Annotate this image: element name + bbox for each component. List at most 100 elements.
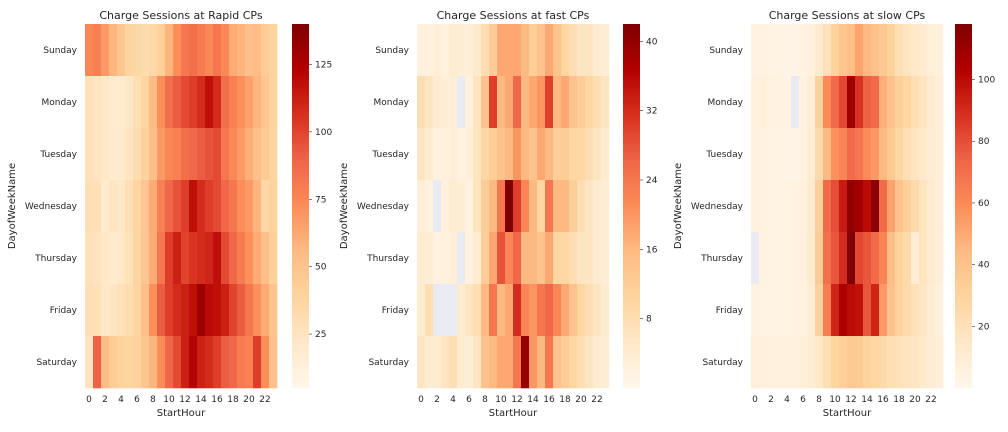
heatmap-cell [775, 180, 784, 233]
heatmap-cell [149, 284, 158, 337]
heatmap-cell [141, 24, 150, 77]
heatmap-cell [847, 232, 856, 285]
heatmap-cell [839, 76, 848, 129]
heatmap-cell [767, 284, 776, 337]
x-tick-label: 22 [591, 395, 602, 405]
heatmap-cell [855, 128, 864, 181]
heatmap-cell [205, 76, 214, 129]
heatmap-cell [879, 232, 888, 285]
heatmap-cell [545, 128, 554, 181]
heatmap-cell [935, 24, 944, 77]
heatmap-cell [815, 232, 824, 285]
chart-title: Charge Sessions at slow CPs [769, 9, 926, 22]
heatmap-cell [101, 336, 110, 389]
heatmap-cell [529, 76, 538, 129]
heatmap-cell [593, 180, 602, 233]
heatmap-cell [799, 232, 808, 285]
heatmap-cell [237, 24, 246, 77]
heatmap-cell [117, 128, 126, 181]
y-tick-label: Sunday [375, 46, 409, 56]
y-tick-label: Thursday [34, 254, 78, 264]
heatmap-cell [433, 24, 442, 77]
heatmap-cell [919, 180, 928, 233]
heatmap-cell [189, 24, 198, 77]
colorbar-tick-label: 50 [315, 263, 327, 273]
heatmap-cell [529, 336, 538, 389]
colorbar-tick-label: 80 [978, 137, 990, 147]
heatmap-cell [109, 24, 118, 77]
heatmap-cell [823, 232, 832, 285]
heatmap-cell [449, 128, 458, 181]
chart-title: Charge Sessions at Rapid CPs [99, 9, 262, 22]
heatmap-cell [269, 232, 278, 285]
heatmap-cell [125, 128, 134, 181]
colorbar-tick-label: 20 [978, 322, 990, 332]
heatmap-cell [751, 232, 760, 285]
heatmap-cell [149, 24, 158, 77]
heatmap-cell [237, 336, 246, 389]
heatmap-cell [879, 336, 888, 389]
heatmap-cell [489, 336, 498, 389]
heatmap-cell [157, 180, 166, 233]
heatmap-cell [173, 24, 182, 77]
heatmap-cell [759, 76, 768, 129]
heatmap-cell [149, 180, 158, 233]
heatmap-cell [441, 24, 450, 77]
heatmap-cell [911, 180, 920, 233]
heatmap-cell [481, 336, 490, 389]
heatmap-cell [815, 336, 824, 389]
heatmap-cell [799, 128, 808, 181]
y-tick-label: Thursday [366, 254, 410, 264]
heatmap-cell [261, 180, 270, 233]
heatmap-cell [831, 76, 840, 129]
heatmap-cell [569, 76, 578, 129]
heatmap-cell [85, 128, 94, 181]
heatmap-cell [157, 284, 166, 337]
heatmap-cell [863, 336, 872, 389]
heatmap-cell [799, 180, 808, 233]
x-tick-label: 4 [784, 395, 790, 405]
heatmap-cell [601, 336, 610, 389]
heatmap-cell [109, 180, 118, 233]
heatmap-cell [173, 232, 182, 285]
colorbar-tick-label: 24 [646, 176, 658, 186]
heatmap-cell [213, 284, 222, 337]
heatmap-cell [935, 76, 944, 129]
heatmap-cell [149, 336, 158, 389]
heatmap-cell [911, 128, 920, 181]
heatmap-cell [537, 76, 546, 129]
heatmap-cell [577, 76, 586, 129]
heatmap-cell [221, 76, 230, 129]
x-tick-label: 14 [861, 395, 873, 405]
heatmap-cell [903, 336, 912, 389]
heatmap-cell [775, 128, 784, 181]
heatmap-cell [521, 128, 530, 181]
x-tick-label: 0 [752, 395, 758, 405]
heatmap-cell [481, 128, 490, 181]
heatmap-cell [253, 76, 262, 129]
heatmap-cell [465, 128, 474, 181]
heatmap-cell [927, 336, 936, 389]
heatmap-cell [847, 284, 856, 337]
colorbar [292, 24, 309, 388]
heatmap-cell [117, 284, 126, 337]
heatmap-cell [425, 336, 434, 389]
x-tick-label: 10 [163, 395, 175, 405]
heatmap-cell [855, 336, 864, 389]
heatmap-cell [205, 180, 214, 233]
heatmap-cell [751, 284, 760, 337]
heatmap-cell [767, 76, 776, 129]
chart-title: Charge Sessions at fast CPs [437, 9, 590, 22]
heatmap-cell [791, 232, 800, 285]
heatmap-cell [93, 232, 102, 285]
heatmap-cell [569, 284, 578, 337]
heatmap-cell [839, 180, 848, 233]
heatmap-cell [521, 232, 530, 285]
heatmap-cell [457, 232, 466, 285]
x-tick-label: 2 [434, 395, 440, 405]
heatmap-cell [441, 336, 450, 389]
colorbar-tick-label: 25 [315, 330, 326, 340]
heatmap-cell [879, 76, 888, 129]
x-axis-label: StartHour [489, 408, 538, 419]
heatmap-cell [903, 232, 912, 285]
